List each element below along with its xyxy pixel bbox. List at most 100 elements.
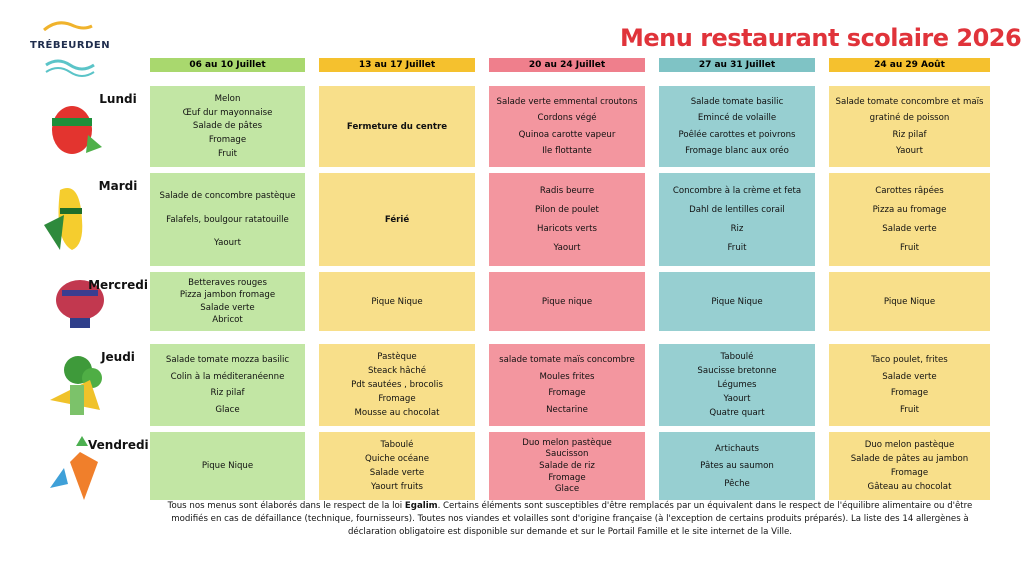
menu-item: Salade verte emmental croutons <box>496 96 638 107</box>
menu-item: Dahl de lentilles corail <box>689 205 785 215</box>
menu-cell: Radis beurre Pilon de poulet Haricots vert… <box>489 173 645 266</box>
logo-wave <box>45 67 95 77</box>
menu-cell: Concombre à la crème et feta Dahl de lent… <box>659 173 815 266</box>
menu-item: Fromage <box>890 468 929 478</box>
menu-item: Steack hâché <box>368 366 426 376</box>
menu-cell: Salade verte emmental croutons Cordons vé… <box>489 86 645 167</box>
menu-cell: Salade tomate mozza basilic Colin à la mé… <box>150 344 305 426</box>
menu-item: Quinoa carotte vapeur <box>518 129 616 140</box>
menu-item: Riz pilaf <box>892 129 927 140</box>
menu-item: Nectarine <box>546 405 588 416</box>
menu-item: Fromage <box>378 394 416 404</box>
footer-bold: Egalim <box>404 501 438 511</box>
menu-item: Fruit <box>727 243 747 253</box>
menu-cell: Artichauts Pâtes au saumon Pêche <box>659 432 815 500</box>
footer-note: Tous nos menus sont élaborés dans le res… <box>165 500 975 539</box>
menu-item: Emincé de volaille <box>697 113 777 124</box>
menu-item: Yaourt <box>723 394 751 404</box>
menu-item: Duo melon pastèque <box>522 437 612 448</box>
menu-item: Riz pilaf <box>210 388 245 399</box>
menu-cell: Pique nique <box>489 272 645 331</box>
menu-item: Abricot <box>212 314 243 325</box>
menu-cell: Pastèque Steack hâché Pdt sautées , brocol… <box>319 344 475 426</box>
logo-text: TRÉBEURDEN <box>30 40 111 51</box>
menu-item: Fromage <box>890 388 929 399</box>
menu-item: Carottes râpées <box>875 186 944 196</box>
menu-item: Concombre à la crème et feta <box>672 186 802 196</box>
menu-item: Taboulé <box>720 352 754 362</box>
menu-item: Taco poulet, frites <box>871 354 948 365</box>
menu-item: Duo melon pastèque <box>864 440 955 450</box>
day-label: Vendredi <box>88 438 149 452</box>
menu-cell: Fermeture du centre <box>319 86 475 167</box>
menu-cell: Salade tomate concombre et maïs gratiné d… <box>829 86 990 167</box>
menu-item: Pique Nique <box>883 296 936 307</box>
menu-cell: Duo melon pastèque Salade de pâtes au jam… <box>829 432 990 500</box>
menu-item: Pique Nique <box>711 296 763 307</box>
menu-item: Yaourt <box>896 146 923 157</box>
menu-item: Salade tomate basilic <box>690 96 784 107</box>
menu-item: Pilon de poulet <box>535 205 599 215</box>
menu-item: Glace <box>554 484 580 495</box>
week-header: 27 au 31 Juillet <box>659 58 815 72</box>
menu-item: Pique nique <box>541 296 593 307</box>
menu-item: Fermeture du centre <box>346 121 448 132</box>
menu-item: Fromage blanc aux oréo <box>685 146 789 157</box>
menu-item: Quatre quart <box>709 408 765 418</box>
menu-cell: Férié <box>319 173 475 266</box>
menu-cell: Taboulé Quiche océane Salade verte Yaourt f… <box>319 432 475 500</box>
broccoli-hero <box>50 356 102 415</box>
menu-item: Moules frites <box>539 371 595 382</box>
menu-cell: Carottes râpées Pizza au fromage Salade ve… <box>829 173 990 266</box>
day-label: Mercredi <box>88 278 148 292</box>
menu-item: Radis beurre <box>539 186 595 196</box>
menu-item: Pizza jambon fromage <box>179 290 276 301</box>
menu-item: Salade de riz <box>539 460 595 471</box>
menu-item: Taboulé <box>380 440 414 450</box>
day-label: Jeudi <box>101 350 135 364</box>
menu-item: Fruit <box>217 149 238 160</box>
menu-item: Melon <box>214 93 241 104</box>
menu-item: Salade de pâtes <box>192 121 263 132</box>
menu-item: Glace <box>215 405 240 416</box>
menu-item: Salade de concombre pastèque <box>159 190 296 201</box>
grape-hero <box>56 280 104 328</box>
menu-item: Quiche océane <box>364 454 430 464</box>
menu-item: Salade tomate mozza basilic <box>165 354 290 365</box>
menu-item: Cordons végé <box>537 113 597 124</box>
footer-text: Tous nos menus sont élaborés dans le res… <box>167 501 405 511</box>
menu-item: salade tomate maïs concombre <box>499 354 635 365</box>
banana-hero <box>44 188 83 250</box>
menu-item: Gâteau au chocolat <box>867 482 952 492</box>
menu-cell: Melon Œuf dur mayonnaise Salade de pâtes Fr… <box>150 86 305 167</box>
menu-item: Pique Nique <box>201 461 254 471</box>
menu-item: Haricots verts <box>537 224 597 234</box>
menu-item: gratiné de poisson <box>869 113 950 124</box>
menu-item: Fromage <box>548 388 586 399</box>
menu-cell: Pique Nique <box>829 272 990 331</box>
menu-item: Saucisson <box>545 449 589 460</box>
logo-wave <box>45 59 95 71</box>
menu-item: Colin à la méditeranéenne <box>170 371 285 382</box>
menu-cell: Pique Nique <box>659 272 815 331</box>
menu-item: Pêche <box>724 478 750 489</box>
menu-item: Falafels, boulgour ratatouille <box>166 214 289 225</box>
menu-cell: Duo melon pastèque Saucisson Salade de riz… <box>489 432 645 500</box>
week-header: 13 au 17 Juillet <box>319 58 475 72</box>
page-title: Menu restaurant scolaire 2026 <box>620 24 1022 52</box>
menu-cell: Salade tomate basilic Emincé de volaille P… <box>659 86 815 167</box>
menu-item: Fromage <box>548 472 586 483</box>
menu-item: Fruit <box>899 243 920 253</box>
carrot-hero <box>50 436 98 500</box>
day-label: Mardi <box>98 179 138 193</box>
menu-item: Fruit <box>899 405 920 416</box>
logo-wave <box>43 21 93 32</box>
menu-item: Yaourt fruits <box>371 482 423 492</box>
menu-item: Salade verte <box>369 468 425 478</box>
menu-item: Saucisse bretonne <box>697 366 777 376</box>
menu-item: Pastèque <box>377 352 417 362</box>
strawberry-hero <box>52 106 102 154</box>
menu-cell: Taco poulet, frites Salade verte Fromage Fr… <box>829 344 990 426</box>
